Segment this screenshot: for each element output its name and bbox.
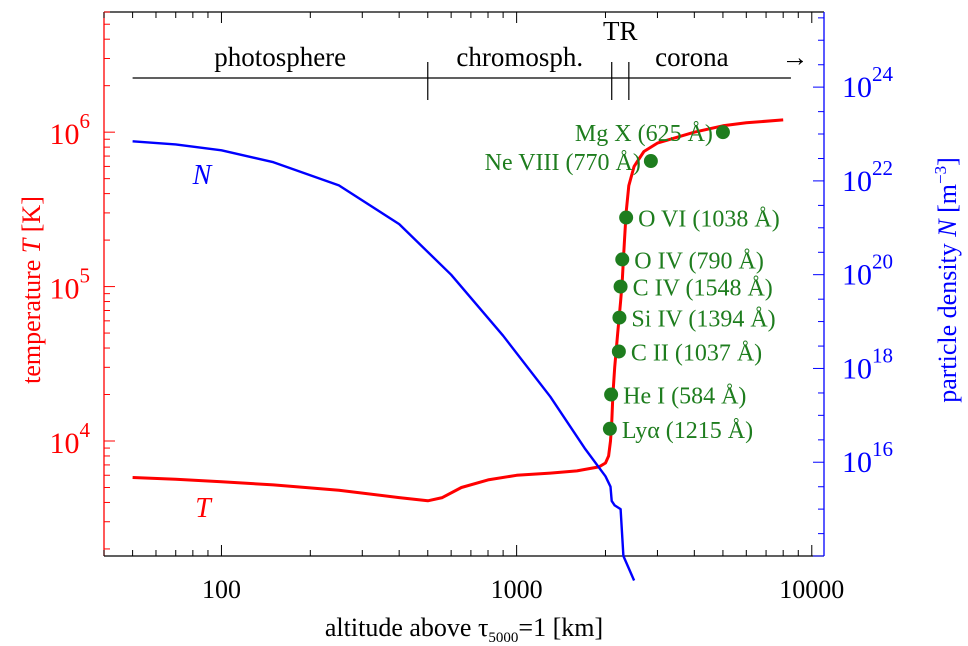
- series-T-label: T: [195, 493, 213, 524]
- y-right-tick-label: 1022: [842, 156, 893, 198]
- y-right-title-unit: [m: [933, 184, 962, 219]
- y-right-tick-base: 10: [842, 259, 872, 292]
- y-right-title-exp: −3: [931, 166, 950, 184]
- y-right-title-sym: N: [933, 218, 962, 238]
- y-left-title-unit: [K]: [17, 196, 46, 239]
- y-right-tick-exp: 16: [872, 437, 893, 461]
- y-left-tick-label: 104: [50, 418, 91, 460]
- x-axis-title-tail: =1 [km]: [518, 613, 603, 642]
- y-left-title-sym: T: [17, 237, 46, 253]
- ion-marker: [715, 125, 730, 140]
- region-label: chromosph.: [456, 42, 583, 72]
- y-right-tick-label: 1020: [842, 250, 893, 292]
- y-right-tick-base: 10: [842, 71, 872, 104]
- x-tick-label: 10000: [779, 575, 844, 604]
- y-right-tick-base: 10: [842, 446, 872, 479]
- ion-marker: [619, 210, 634, 225]
- y-right-tick-label: 1018: [842, 343, 893, 385]
- ion-markers: Mg X (625 Å) Ne VIII (770 Å) O VI (1038 Å)…: [485, 121, 780, 444]
- y-right-title-main: particle density: [933, 237, 962, 403]
- ion-label: Lyα (1215 Å): [622, 418, 753, 444]
- series-N-label: N: [192, 160, 213, 191]
- y-left-tick-base: 10: [50, 273, 80, 306]
- ion-label: Ne VIII (770 Å): [485, 150, 641, 176]
- y-right-title-close: ]: [933, 157, 962, 166]
- x-axis-title: altitude above τ5000=1 [km]: [325, 613, 603, 646]
- y-right-tick-label: 1016: [842, 437, 893, 479]
- ion-label: C II (1037 Å): [631, 340, 762, 366]
- ion-label: C IV (1548 Å): [633, 276, 773, 302]
- ion-marker: [643, 154, 658, 169]
- ion-marker: [611, 344, 626, 359]
- ion-marker: [602, 421, 617, 436]
- axes-frame: [103, 11, 825, 557]
- y-right-tick-base: 10: [842, 165, 872, 198]
- region-bar: photosphere chromosph. TR corona →: [132, 16, 808, 100]
- ion-marker: [613, 279, 628, 294]
- x-axis-title-main: altitude above τ: [325, 613, 489, 642]
- y-right-tick-base: 10: [842, 352, 872, 385]
- y-left-tick-base: 10: [50, 427, 80, 460]
- series-N-line: [132, 140, 636, 581]
- ion-label: Mg X (625 Å): [575, 121, 713, 147]
- y-left-tick-base: 10: [50, 118, 80, 151]
- y-right-tick-exp: 24: [872, 62, 894, 86]
- region-label: photosphere: [214, 42, 346, 72]
- y-right-axis-title: particle density N [m−3]: [931, 157, 962, 403]
- corona-arrow: →: [781, 42, 808, 72]
- y-right-tick-exp: 22: [872, 156, 893, 180]
- ion-label: Si IV (1394 Å): [631, 307, 775, 333]
- ion-marker: [604, 387, 619, 402]
- y-right-tick-exp: 20: [872, 250, 893, 274]
- x-tick-label: 1000: [491, 575, 543, 604]
- ion-marker: [615, 252, 630, 267]
- region-label: corona: [655, 42, 728, 72]
- x-axis-title-sub: 5000: [488, 630, 518, 646]
- ion-marker: [612, 310, 627, 325]
- y-right-tick-label: 1024: [842, 62, 894, 104]
- axis-labels: 100 1000 10000 altitude above τ5000=1 [km] 1…: [17, 62, 962, 646]
- y-left-tick-exp: 4: [80, 418, 91, 442]
- y-left-tick-exp: 6: [80, 109, 91, 133]
- region-label: TR: [603, 16, 638, 46]
- y-right-tick-exp: 18: [872, 343, 893, 367]
- y-left-tick-label: 106: [50, 109, 91, 151]
- ion-label: O VI (1038 Å): [638, 207, 780, 233]
- x-tick-label: 100: [202, 575, 241, 604]
- y-left-axis-title: temperature T [K]: [17, 196, 46, 384]
- y-left-tick-label: 105: [50, 264, 91, 306]
- y-left-title-main: temperature: [17, 253, 46, 384]
- y-left-tick-exp: 5: [80, 264, 91, 288]
- ion-label: He I (584 Å): [623, 384, 746, 410]
- ion-label: O IV (790 Å): [634, 248, 764, 274]
